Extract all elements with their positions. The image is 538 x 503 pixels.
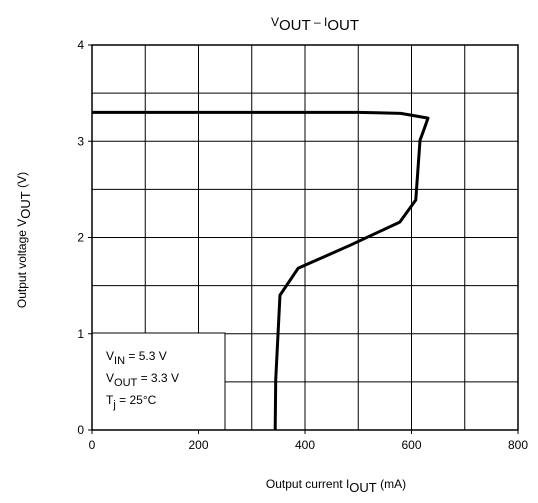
- x-tick-label: 600: [401, 438, 421, 452]
- annotation-part: IN: [114, 355, 125, 367]
- chart-title-part: – I: [311, 15, 328, 29]
- annotation-part: = 3.3 V: [137, 371, 179, 385]
- y-axis-label-part: V: [15, 219, 29, 227]
- y-tick-label: 4: [77, 38, 84, 52]
- chart-title: VOUT – IOUT: [271, 15, 359, 34]
- x-axis-label-part: (mA): [377, 477, 406, 491]
- annotation: VOUT = 3.3 V: [106, 371, 179, 389]
- x-axis-label: Output current IOUT (mA): [266, 477, 406, 495]
- x-axis-label-part: Output current: [266, 477, 346, 491]
- y-axis-label-part: OUT: [18, 191, 33, 219]
- y-axis-label: Output voltage VOUT (V): [15, 172, 33, 308]
- y-tick-label: 3: [77, 134, 84, 148]
- line: [92, 110, 430, 431]
- annotation-part: j: [112, 399, 115, 411]
- annotation-part: V: [106, 371, 114, 385]
- annotation-part: T: [106, 393, 114, 407]
- x-axis-label-part: I: [346, 477, 349, 491]
- x-axis-label-part: OUT: [349, 480, 377, 495]
- y-tick-label: 2: [77, 231, 84, 245]
- annotation-part: = 25°C: [116, 393, 157, 407]
- chart-title-part: V: [271, 15, 279, 29]
- y-axis-label-part: (V): [15, 172, 29, 191]
- annotation-part: OUT: [114, 377, 138, 389]
- annotation: VIN = 5.3 V: [106, 349, 167, 367]
- x-tick-label: 800: [508, 438, 528, 452]
- x-tick-label: 0: [89, 438, 96, 452]
- annotation-part: = 5.3 V: [125, 349, 167, 363]
- x-tick-label: 400: [295, 438, 315, 452]
- chart-title-part: OUT: [327, 17, 359, 34]
- annotation: Tj = 25°C: [106, 393, 157, 411]
- annotation-part: V: [106, 349, 114, 363]
- chart-title-part: OUT: [279, 17, 311, 34]
- y-axis-label-part: Output voltage: [15, 227, 29, 308]
- annotation-box: [91, 332, 226, 431]
- x-tick-label: 200: [188, 438, 208, 452]
- y-tick-label: 1: [77, 327, 84, 341]
- y-tick-label: 0: [77, 423, 84, 437]
